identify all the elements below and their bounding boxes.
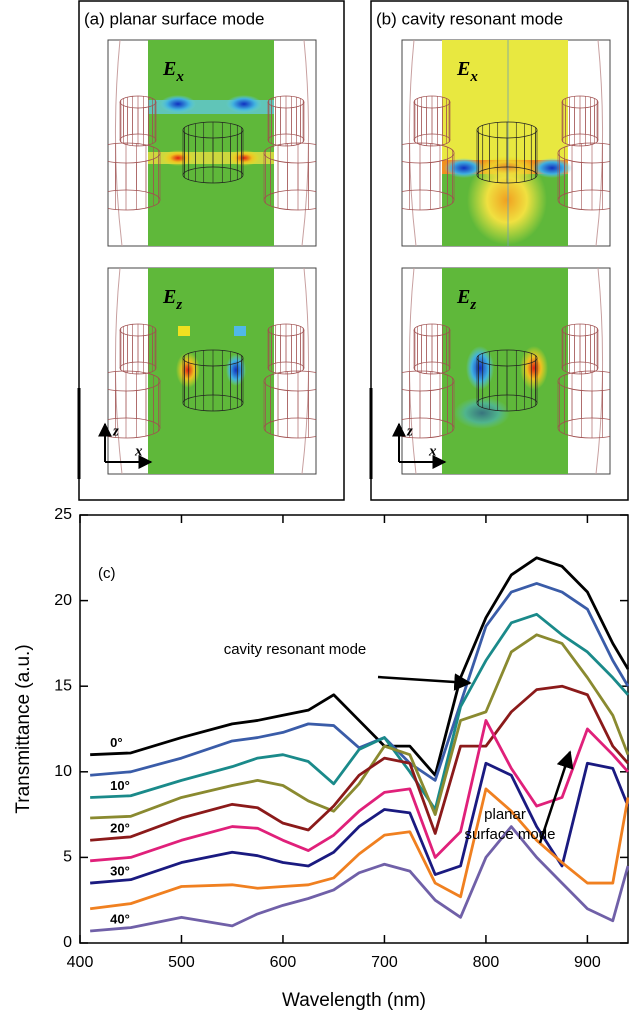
field-hot xyxy=(160,95,196,113)
field-band xyxy=(442,40,568,160)
y-axis-label: Transmittance (a.u.) xyxy=(13,644,34,813)
field-subscript: x xyxy=(175,69,184,85)
guide-line xyxy=(408,40,417,246)
panel-title: (a) planar surface mode xyxy=(84,9,264,28)
series-line xyxy=(90,719,629,863)
series-line xyxy=(89,787,629,911)
panel-title: (b) cavity resonant mode xyxy=(376,9,563,28)
field-hot xyxy=(226,95,262,113)
guide-line xyxy=(408,268,417,474)
x-tick-label: 500 xyxy=(168,954,195,971)
series-label: 10° xyxy=(110,778,130,793)
annotation: cavity resonant mode xyxy=(224,641,367,658)
field-label: Ex xyxy=(162,58,184,86)
y-tick-label: 20 xyxy=(54,592,72,609)
series-line xyxy=(90,612,629,811)
field-label: Ez xyxy=(162,286,182,314)
plot-frame xyxy=(79,514,629,944)
field-label: Ex xyxy=(456,58,478,86)
field-hot xyxy=(466,346,494,390)
guide-line xyxy=(114,40,123,246)
field-content xyxy=(402,268,610,474)
axis-name: z xyxy=(406,423,413,439)
field-content xyxy=(402,40,610,246)
series-label: 20° xyxy=(110,821,130,836)
guide-line xyxy=(114,268,123,474)
axis-name: x xyxy=(428,443,437,459)
field-band xyxy=(178,326,190,336)
y-tick-label: 10 xyxy=(54,763,72,780)
series-label: 40° xyxy=(110,911,130,926)
panel-frame xyxy=(78,0,345,501)
field-warm xyxy=(467,155,547,245)
field-subscript: x xyxy=(469,69,478,85)
series-label: 0° xyxy=(110,735,122,750)
axis-name: z xyxy=(112,423,119,439)
field-hot xyxy=(532,158,572,178)
guide-line xyxy=(595,40,604,246)
series-line xyxy=(90,825,629,933)
axis-name: x xyxy=(134,443,143,459)
field-label: Ez xyxy=(456,286,476,314)
x-axis-label: Wavelength (nm) xyxy=(282,990,426,1011)
series-line xyxy=(90,556,629,777)
field-hot xyxy=(176,352,200,388)
field-subscript: z xyxy=(175,297,182,313)
field-column xyxy=(148,40,274,246)
panel-frame xyxy=(370,0,629,501)
field-hot xyxy=(162,150,194,166)
annotation-arrow xyxy=(538,750,574,844)
series-line xyxy=(90,684,629,842)
panel-label: (c) xyxy=(98,565,116,582)
guide-line xyxy=(595,268,604,474)
chart: 400 500 600 700 800 900 0 5 10 15 20 25 Wavelength (… xyxy=(13,506,629,1011)
x-tick-label: 400 xyxy=(67,954,94,971)
annotation: planar xyxy=(484,806,526,823)
field-panels: (a) planar surface mode (b) cavity reson… xyxy=(77,0,629,501)
series-label: 30° xyxy=(110,864,130,879)
field-content xyxy=(108,40,316,246)
y-tick-label: 25 xyxy=(54,506,72,523)
series-line xyxy=(90,633,629,820)
y-tick-label: 0 xyxy=(63,934,72,951)
annotation-arrow xyxy=(377,673,472,691)
x-tick-label: 600 xyxy=(270,954,297,971)
field-image: Ex xyxy=(107,39,317,247)
field-symbol: E xyxy=(162,58,176,80)
x-tick-label: 700 xyxy=(371,954,398,971)
field-content xyxy=(108,268,316,474)
field-image: Ex xyxy=(401,39,611,247)
guide-line xyxy=(301,268,310,474)
field-hot xyxy=(226,354,246,386)
annotation: surface mode xyxy=(465,826,556,843)
y-tick-label: 5 xyxy=(63,849,72,866)
field-hot xyxy=(454,397,510,429)
field-hot xyxy=(228,150,260,166)
field-hot xyxy=(520,346,548,390)
field-subscript: z xyxy=(469,297,476,313)
guide-line xyxy=(301,40,310,246)
field-symbol: E xyxy=(456,286,470,308)
x-tick-label: 900 xyxy=(574,954,601,971)
x-tick-label: 800 xyxy=(473,954,500,971)
y-tick-label: 15 xyxy=(54,677,72,694)
field-column xyxy=(148,268,274,474)
field-band xyxy=(234,326,246,336)
field-symbol: E xyxy=(456,58,470,80)
field-symbol: E xyxy=(162,286,176,308)
